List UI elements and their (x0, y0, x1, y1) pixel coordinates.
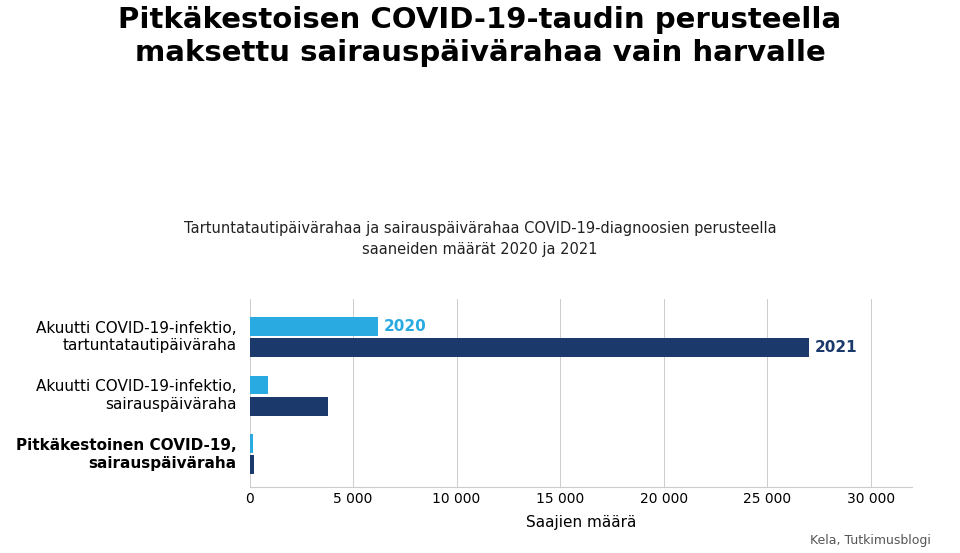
Text: Tartuntatautipäivärahaa ja sairauspäivärahaa COVID-19-diagnoosien perusteella
sa: Tartuntatautipäivärahaa ja sairauspäivär… (183, 221, 777, 257)
Text: Pitkäkestoinen COVID-19,
sairauspäiväraha: Pitkäkestoinen COVID-19, sairauspäivärah… (15, 438, 236, 471)
Text: 2020: 2020 (384, 319, 427, 333)
Bar (250, 397, 328, 415)
Text: Kela, Tutkimusblogi: Kela, Tutkimusblogi (810, 534, 931, 547)
Bar (250, 434, 252, 453)
Text: 2021: 2021 (815, 340, 857, 355)
Bar (250, 338, 808, 357)
Text: Pitkäkestoisen COVID-19-taudin perusteella
maksettu sairauspäivärahaa vain harva: Pitkäkestoisen COVID-19-taudin perusteel… (118, 6, 842, 67)
Bar (250, 317, 378, 336)
Bar (250, 456, 253, 474)
X-axis label: Saajien määrä: Saajien määrä (526, 514, 636, 530)
Text: Akuutti COVID-19-infektio,
tartuntatautipäiväraha: Akuutti COVID-19-infektio, tartuntatauti… (36, 321, 236, 353)
Bar (250, 375, 268, 394)
Text: Akuutti COVID-19-infektio,
sairauspäiväraha: Akuutti COVID-19-infektio, sairauspäivär… (36, 379, 236, 412)
